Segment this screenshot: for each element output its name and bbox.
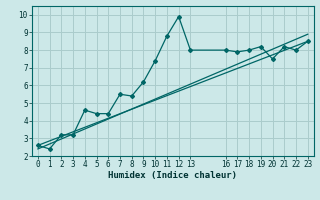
X-axis label: Humidex (Indice chaleur): Humidex (Indice chaleur): [108, 171, 237, 180]
